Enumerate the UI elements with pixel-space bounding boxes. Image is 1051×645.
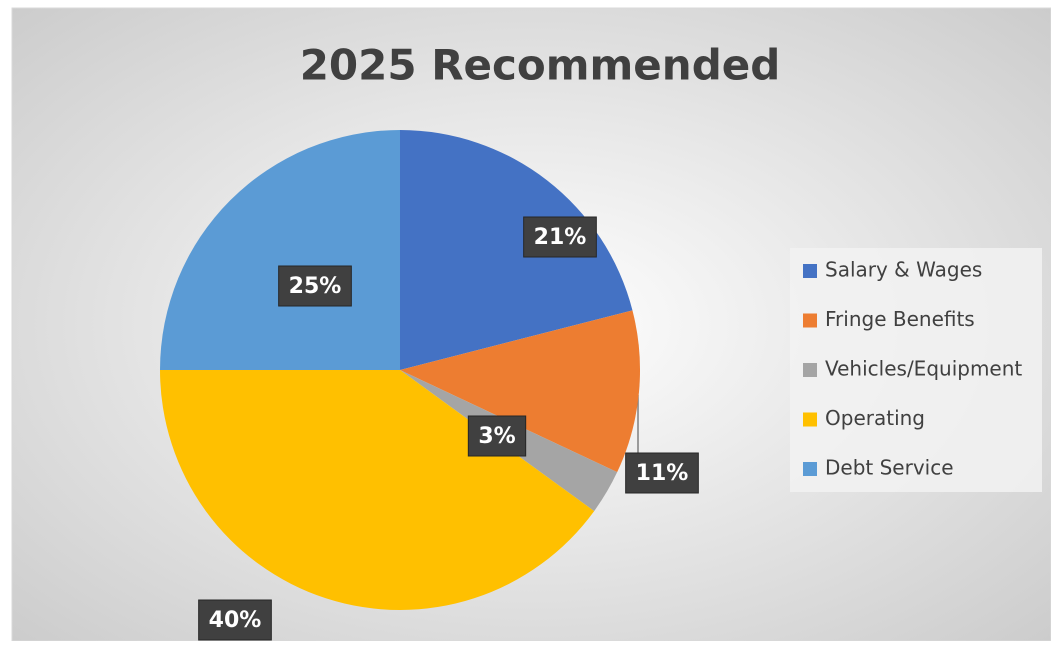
data-label-box [625,452,699,494]
legend-label: Vehicles/Equipment [825,357,1022,381]
legend-label: Operating [825,406,925,430]
data-label-box [198,599,272,641]
legend-label: Fringe Benefits [825,307,975,331]
data-label: 11% [636,461,689,486]
pie-slice [400,130,633,370]
data-label-box [278,265,352,307]
chart-title: 2025 Recommended [300,41,781,90]
pie-slice [160,370,595,610]
legend-label: Salary & Wages [825,258,982,282]
data-label: 25% [289,274,342,299]
pie-slice [400,310,640,473]
data-label: 3% [478,424,515,449]
legend-swatch [803,412,817,427]
legend-label: Debt Service [825,456,954,480]
data-label-box [467,415,527,457]
data-label: 40% [209,608,262,633]
legend-swatch [803,264,817,278]
legend-swatch [803,313,817,328]
data-label-box [523,216,597,258]
legend-swatch [803,462,817,476]
legend-swatch [803,363,817,377]
pie-slice [160,130,400,370]
data-label: 21% [534,225,587,250]
legend-box [790,248,1042,492]
